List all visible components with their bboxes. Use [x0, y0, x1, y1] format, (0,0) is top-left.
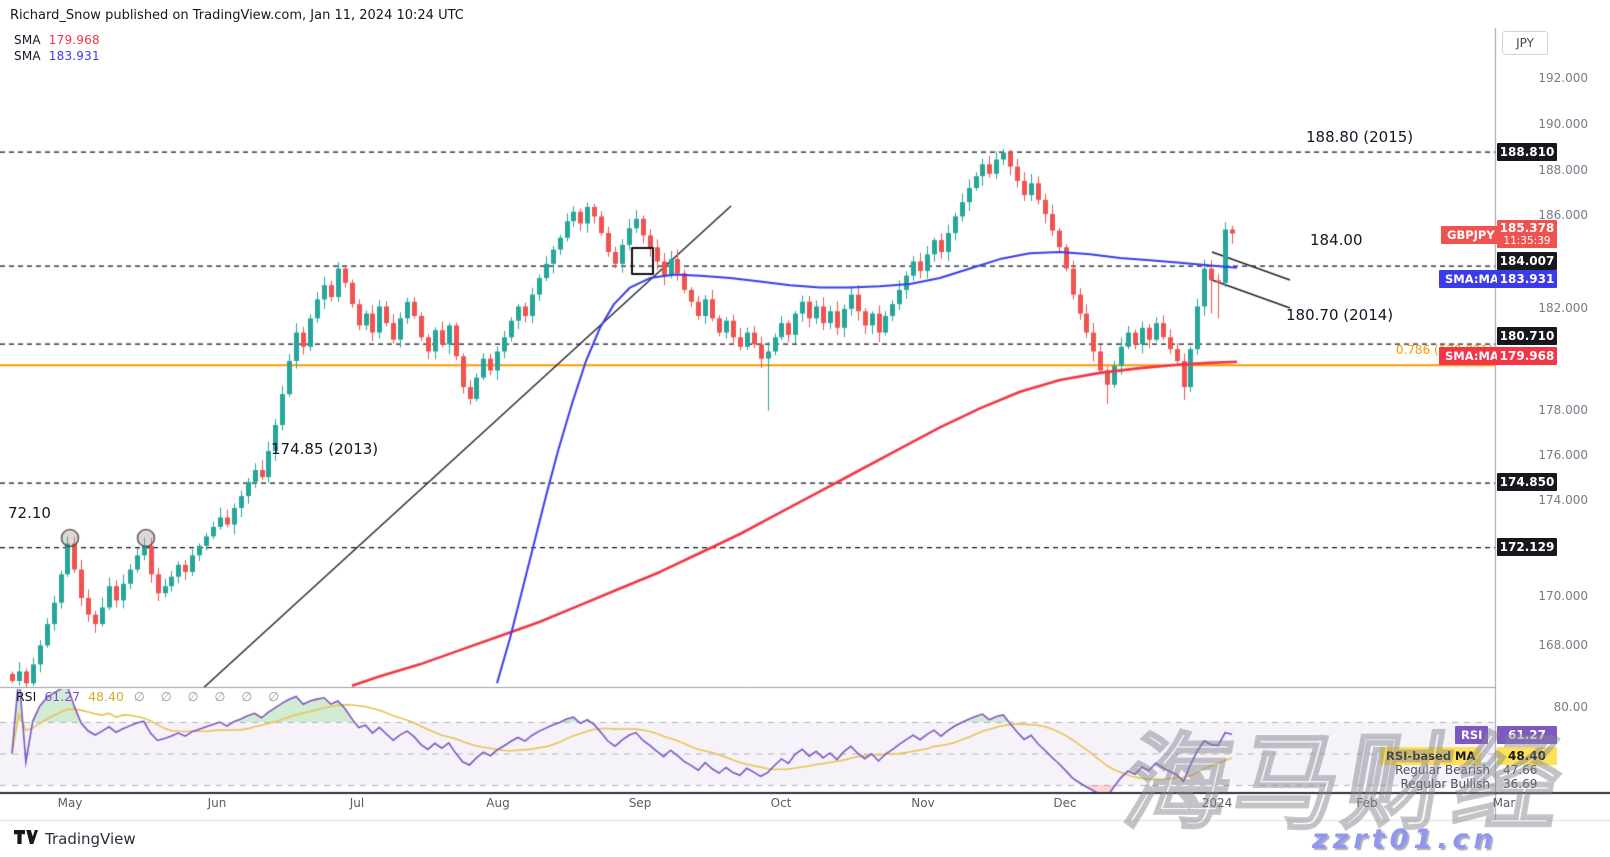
price-tick: 178.000: [1538, 403, 1588, 417]
annotation-172-level: 72.10: [8, 504, 51, 522]
month-label: Mar: [1492, 796, 1516, 810]
rsi-ma-legend-value: 48.40: [88, 689, 124, 704]
month-label: Oct: [770, 796, 792, 810]
price-tick: 168.000: [1538, 638, 1588, 652]
sma-fast-value-badge: 183.931: [1497, 270, 1557, 288]
month-label: Jun: [207, 796, 227, 810]
price-tick: 190.000: [1538, 117, 1588, 131]
regular-bearish-value: 47.66: [1503, 763, 1538, 777]
rsi-label-badge: RSI: [1455, 726, 1489, 744]
month-label: Feb: [1356, 796, 1378, 810]
sma-value-red: 179.968: [48, 33, 100, 47]
last-price-badge: 185.378 11:35:39: [1497, 220, 1557, 248]
price-tick: 174.000: [1538, 493, 1588, 507]
last-price-time: 11:35:39: [1503, 235, 1551, 247]
last-price: 185.378: [1499, 221, 1555, 235]
regular-bullish-label: Regular Bullish: [1400, 777, 1490, 791]
sma-slow-label-badge: SMA:MA: [1439, 347, 1505, 365]
month-label: Nov: [911, 796, 935, 810]
level-price-badge: 180.710: [1497, 327, 1557, 345]
site-watermark: zzrt01.cn: [1312, 824, 1498, 855]
level-price-badge: 188.810: [1497, 143, 1557, 161]
sma-legend-slow[interactable]: SMA 179.968: [14, 33, 100, 47]
sma-legend-fast[interactable]: SMA 183.931: [14, 49, 100, 63]
regular-bearish-label: Regular Bearish: [1395, 763, 1490, 777]
level-price-badge: 172.129: [1497, 538, 1557, 556]
annotation-2015-level: 188.80 (2015): [1306, 128, 1414, 146]
rsi-ma-value-badge: 48.40: [1497, 747, 1557, 765]
rsi-tick: 80.00: [1553, 700, 1588, 714]
price-tick: 170.000: [1538, 589, 1588, 603]
annotation-184-level: 184.00: [1310, 231, 1363, 249]
level-price-badge: 184.007: [1497, 252, 1557, 270]
symbol-label-badge: GBPJPY: [1441, 226, 1501, 244]
sma-fast-label-badge: SMA:MA: [1439, 270, 1505, 288]
sma-label: SMA: [14, 49, 41, 63]
month-label: Sep: [628, 796, 652, 810]
price-tick: 176.000: [1538, 448, 1588, 462]
price-tick: 188.000: [1538, 163, 1588, 177]
rsi-value-badge: 61.27: [1497, 726, 1557, 744]
sma-value-blue: 183.931: [48, 49, 100, 63]
publish-header: Richard_Snow published on TradingView.co…: [10, 8, 464, 23]
month-label: 2024: [1201, 796, 1233, 810]
rsi-legend-empties: ∅ ∅ ∅ ∅ ∅ ∅: [133, 689, 286, 704]
annotation-2014-level: 180.70 (2014): [1286, 306, 1394, 324]
rsi-legend-value: 61.27: [44, 689, 81, 704]
month-label: May: [57, 796, 83, 810]
tradingview-logo[interactable]: TradingView: [14, 830, 136, 848]
sma-label: SMA: [14, 33, 41, 47]
currency-badge[interactable]: JPY: [1502, 31, 1548, 55]
rsi-ma-label-badge: RSI-based MA: [1380, 747, 1482, 765]
regular-bullish-value: 36.69: [1503, 777, 1538, 791]
rsi-legend[interactable]: RSI 61.27 48.40 ∅ ∅ ∅ ∅ ∅ ∅: [16, 689, 285, 704]
annotation-2013-level: 174.85 (2013): [271, 440, 379, 458]
tradingview-logo-text: TradingView: [45, 830, 136, 848]
price-tick: 182.000: [1538, 301, 1588, 315]
level-price-badge: 174.850: [1497, 473, 1557, 491]
month-label: Jul: [349, 796, 365, 810]
rsi-legend-label: RSI: [16, 689, 37, 704]
sma-slow-value-badge: 179.968: [1497, 347, 1557, 365]
month-label: Aug: [486, 796, 510, 810]
tradingview-logo-icon: [14, 830, 38, 848]
price-tick: 192.000: [1538, 71, 1588, 85]
month-label: Dec: [1053, 796, 1077, 810]
price-tick: 186.000: [1538, 208, 1588, 222]
